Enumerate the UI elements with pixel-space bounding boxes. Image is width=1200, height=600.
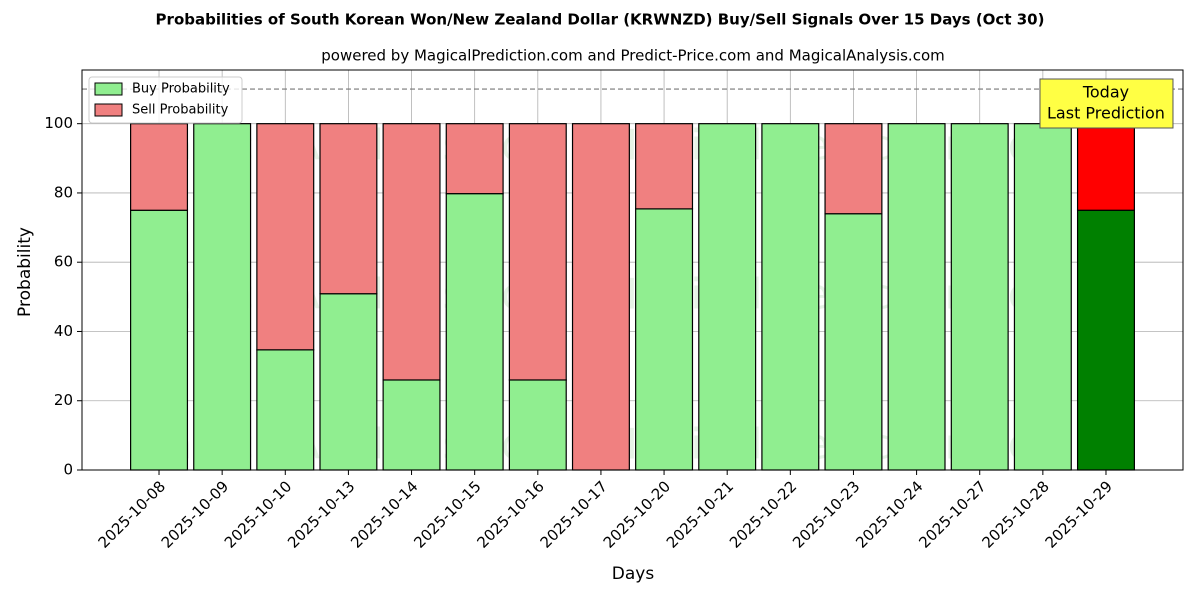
x-tick-label: 2025-10-21 (663, 477, 737, 551)
bar (635, 208, 694, 471)
x-tick-label: 2025-10-24 (852, 477, 926, 551)
legend-swatch (94, 82, 123, 96)
plot-frame (81, 69, 1184, 471)
bar (1013, 123, 1072, 471)
x-tick-label: 2025-10-17 (537, 477, 611, 551)
y-tick-label: 40 (54, 322, 73, 340)
bar (571, 123, 630, 471)
x-tick-label: 2025-10-16 (473, 477, 547, 551)
x-tick-label: 2025-10-13 (284, 477, 358, 551)
bar (130, 209, 189, 471)
bar (256, 349, 315, 471)
x-tick-label: 2025-10-14 (347, 477, 421, 551)
bar (319, 293, 378, 471)
bar (382, 123, 441, 381)
bar (445, 193, 504, 471)
annotation-text: Today (1082, 83, 1129, 102)
bar (635, 123, 694, 210)
legend-label: Sell Probability (132, 103, 229, 118)
x-tick-label: 2025-10-29 (1042, 477, 1116, 551)
annotation-box (1039, 78, 1174, 129)
y-tick-label: 0 (63, 461, 73, 479)
y-axis-label: Probability (15, 227, 35, 317)
bar (508, 379, 567, 471)
legend-label: Buy Probability (132, 82, 230, 97)
x-tick-label: 2025-10-09 (158, 477, 232, 551)
bar (824, 213, 883, 471)
y-tick-label: 80 (54, 183, 73, 201)
x-tick-label: 2025-10-15 (410, 477, 484, 551)
x-tick-label: 2025-10-08 (95, 477, 169, 551)
bar (1076, 209, 1135, 471)
bar (382, 379, 441, 471)
bar (950, 123, 1009, 471)
legend-swatch (94, 103, 123, 117)
chart-subtitle: powered by MagicalPrediction.com and Pre… (321, 47, 945, 65)
x-tick-label: 2025-10-20 (600, 477, 674, 551)
bar (761, 123, 820, 471)
bar (130, 123, 189, 211)
legend-box (88, 76, 243, 124)
y-tick-label: 60 (54, 253, 73, 271)
x-tick-label: 2025-10-22 (726, 477, 800, 551)
x-tick-label: 2025-10-10 (221, 477, 295, 551)
bar (824, 123, 883, 215)
bar (508, 123, 567, 381)
y-tick-label: 20 (54, 391, 73, 409)
annotation-text: Last Prediction (1047, 104, 1165, 123)
x-tick-label: 2025-10-28 (978, 477, 1052, 551)
x-tick-label: 2025-10-27 (915, 477, 989, 551)
bar (887, 123, 946, 471)
bar (319, 123, 378, 295)
bar (256, 123, 315, 351)
bar (698, 123, 757, 471)
bar (1076, 123, 1135, 211)
bar (193, 123, 252, 471)
bar (445, 123, 504, 195)
x-axis-label: Days (612, 564, 655, 584)
chart-title: Probabilities of South Korean Won/New Ze… (156, 11, 1045, 29)
y-tick-label: 100 (44, 114, 73, 132)
x-tick-label: 2025-10-23 (789, 477, 863, 551)
